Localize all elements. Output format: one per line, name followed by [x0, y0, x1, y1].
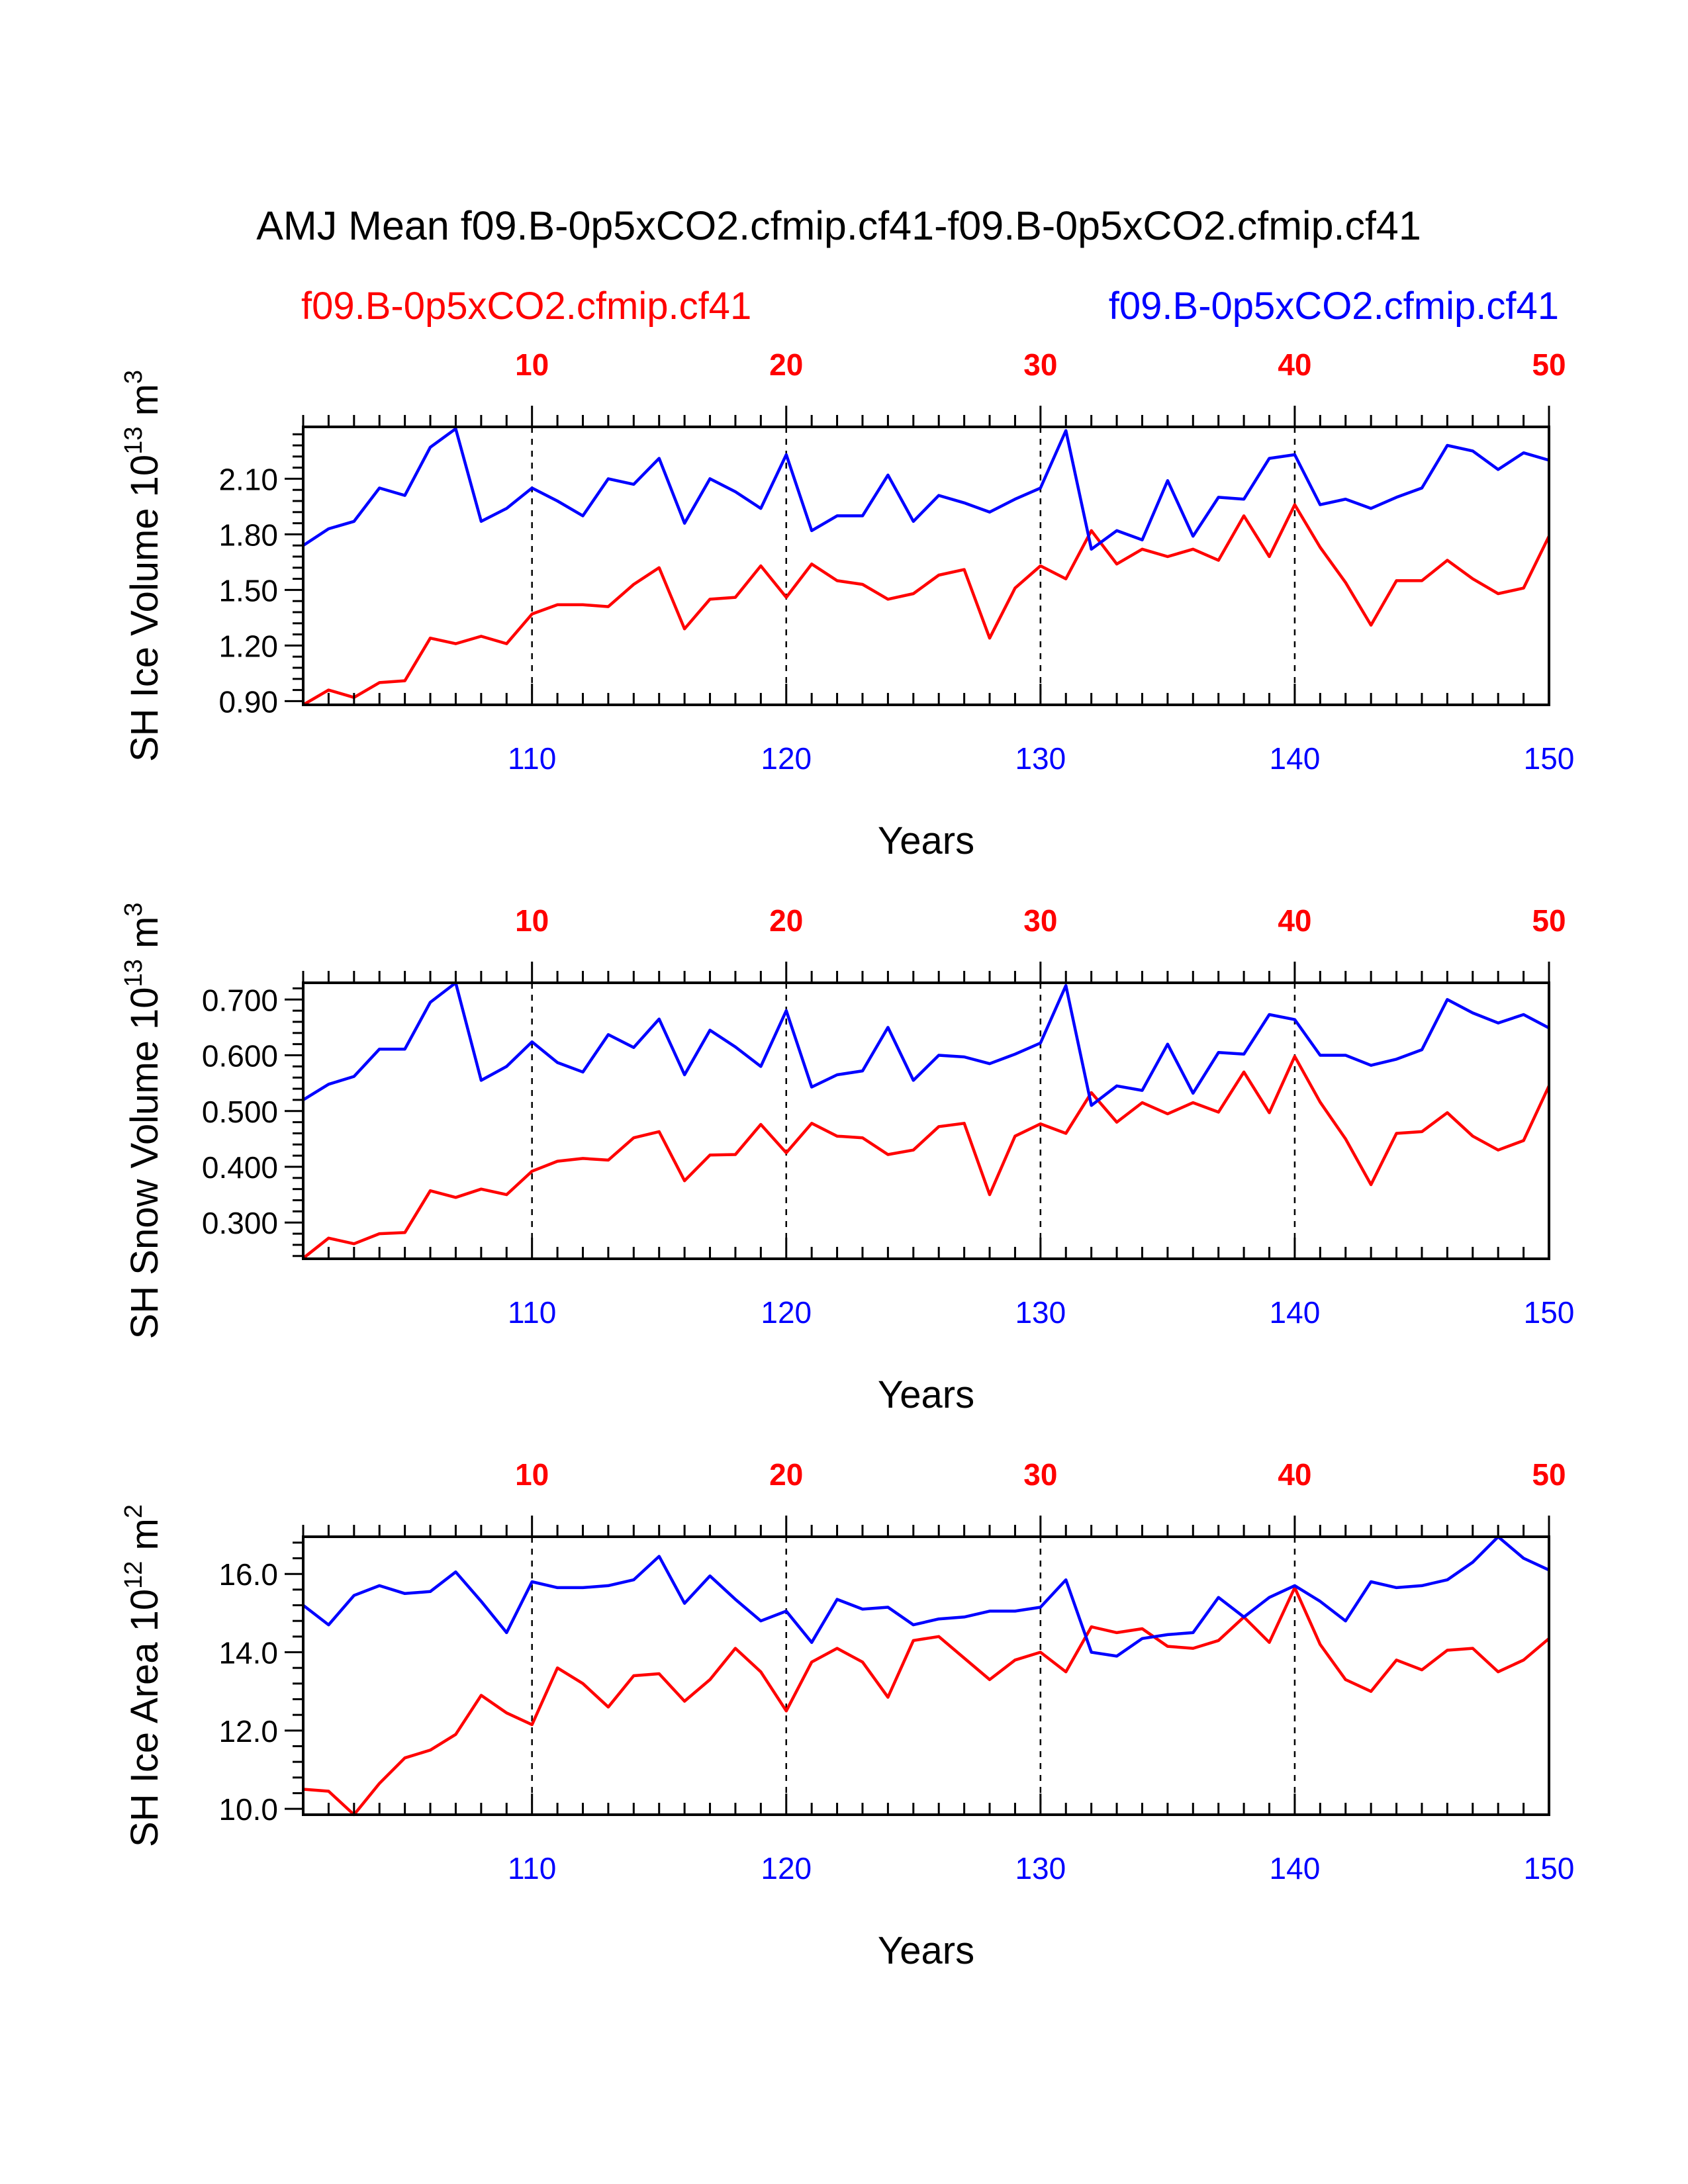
chart-panel-2: 0.300 0.400 0.500 0.600 0.700 110 120 130 140 150…	[120, 903, 1574, 1416]
y-axis-title-text: SH Ice Volume 10	[123, 455, 166, 762]
x-tick-label-top: 30	[1023, 347, 1057, 382]
series-line-case2	[302, 427, 1550, 551]
y-axis-title: SH Ice Volume 1013 m3	[120, 370, 166, 762]
x-tick-label-top: 40	[1278, 1457, 1311, 1492]
x-axis-title: Years	[878, 819, 974, 862]
x-tick-label-bottom: 110	[508, 1295, 556, 1330]
x-tick-label-top: 20	[769, 1457, 803, 1492]
y-tick-label: 1.20	[218, 629, 278, 663]
y-axis-title-unit: m	[123, 1518, 166, 1561]
y-tick-label: 10.0	[218, 1792, 278, 1827]
y-axis-title-unit-exponent: 3	[120, 903, 148, 917]
x-tick-label-bottom: 120	[761, 1295, 812, 1330]
x-tick-label-top: 20	[769, 347, 803, 382]
y-tick-label: 0.700	[202, 983, 278, 1017]
series-line-case1	[302, 1054, 1551, 1259]
y-axis-title: SH Snow Volume 1013 m3	[120, 903, 166, 1340]
y-tick-label: 1.80	[218, 518, 278, 552]
chart-panel-1: 0.90 1.20 1.50 1.80 2.10 110 120 130 140 150 10 20 3…	[120, 347, 1574, 862]
y-axis-title-unit: m	[123, 384, 166, 426]
y-axis-title-exponent: 13	[120, 427, 148, 455]
series-line-case2	[302, 981, 1550, 1107]
plot-frame	[302, 1535, 1550, 1816]
x-tick-label-bottom: 140	[1270, 741, 1321, 776]
x-tick-label-bottom: 150	[1524, 741, 1575, 776]
x-tick-label-top: 10	[515, 347, 549, 382]
x-tick-label-top: 50	[1532, 1457, 1566, 1492]
x-axis-title: Years	[878, 1929, 974, 1972]
y-tick-label: 0.300	[202, 1206, 278, 1240]
x-tick-label-top: 40	[1278, 347, 1311, 382]
y-tick-label: 0.400	[202, 1150, 278, 1185]
y-axis-title-unit-exponent: 3	[120, 370, 148, 384]
y-axis-title-exponent: 12	[120, 1561, 148, 1589]
x-tick-label-top: 40	[1278, 903, 1311, 938]
y-axis-title-unit-exponent: 2	[120, 1504, 148, 1518]
panels: 0.90 1.20 1.50 1.80 2.10 110 120 130 140 150 10 20 3…	[120, 347, 1574, 1972]
x-tick-label-top: 50	[1532, 903, 1566, 938]
figure-title: AMJ Mean f09.B-0p5xCO2.cfmip.cf41-f09.B-…	[256, 203, 1421, 248]
y-axis-title: SH Ice Area 1012 m2	[120, 1504, 166, 1847]
x-tick-label-bottom: 120	[761, 741, 812, 776]
case1-label: f09.B-0p5xCO2.cfmip.cf41	[301, 285, 751, 328]
x-tick-label-bottom: 150	[1524, 1851, 1575, 1886]
x-tick-label-bottom: 140	[1270, 1295, 1321, 1330]
x-tick-label-top: 50	[1532, 347, 1566, 382]
x-axis-title: Years	[878, 1373, 974, 1416]
x-tick-label-bottom: 110	[508, 741, 556, 776]
x-tick-label-top: 20	[769, 903, 803, 938]
y-tick-label: 2.10	[218, 462, 278, 496]
x-tick-label-bottom: 130	[1015, 1295, 1066, 1330]
x-tick-label-bottom: 120	[761, 1851, 812, 1886]
y-axis-title-text: SH Ice Area 10	[123, 1589, 166, 1847]
x-tick-label-bottom: 110	[508, 1851, 556, 1886]
case2-label: f09.B-0p5xCO2.cfmip.cf41	[1109, 285, 1559, 328]
series-line-case1	[303, 1586, 1550, 1817]
y-tick-label: 16.0	[218, 1557, 278, 1592]
x-tick-label-bottom: 140	[1270, 1851, 1321, 1886]
chart-panel-3: 10.0 12.0 14.0 16.0 110 120 130 140 150 10 20 30 40 5…	[120, 1457, 1574, 1972]
y-tick-label: 1.50	[218, 573, 278, 608]
x-tick-label-top: 30	[1023, 1457, 1057, 1492]
plot-frame	[302, 981, 1550, 1260]
y-axis-title-text: SH Snow Volume 10	[123, 987, 166, 1339]
y-tick-label: 12.0	[218, 1714, 278, 1749]
y-tick-label: 0.500	[202, 1095, 278, 1129]
series-line-case2	[302, 1535, 1550, 1658]
x-tick-label-top: 10	[515, 1457, 549, 1492]
series-line-case1	[302, 503, 1551, 706]
x-tick-label-bottom: 130	[1015, 741, 1066, 776]
y-axis-title-exponent: 13	[120, 959, 148, 987]
y-axis-title-unit: m	[123, 917, 166, 959]
x-tick-label-top: 30	[1023, 903, 1057, 938]
y-tick-label: 0.600	[202, 1039, 278, 1073]
plot-frame	[302, 426, 1550, 706]
x-tick-label-bottom: 150	[1524, 1295, 1575, 1330]
x-tick-label-top: 10	[515, 903, 549, 938]
y-tick-label: 0.90	[218, 684, 278, 719]
y-tick-label: 14.0	[218, 1636, 278, 1670]
x-tick-label-bottom: 130	[1015, 1851, 1066, 1886]
